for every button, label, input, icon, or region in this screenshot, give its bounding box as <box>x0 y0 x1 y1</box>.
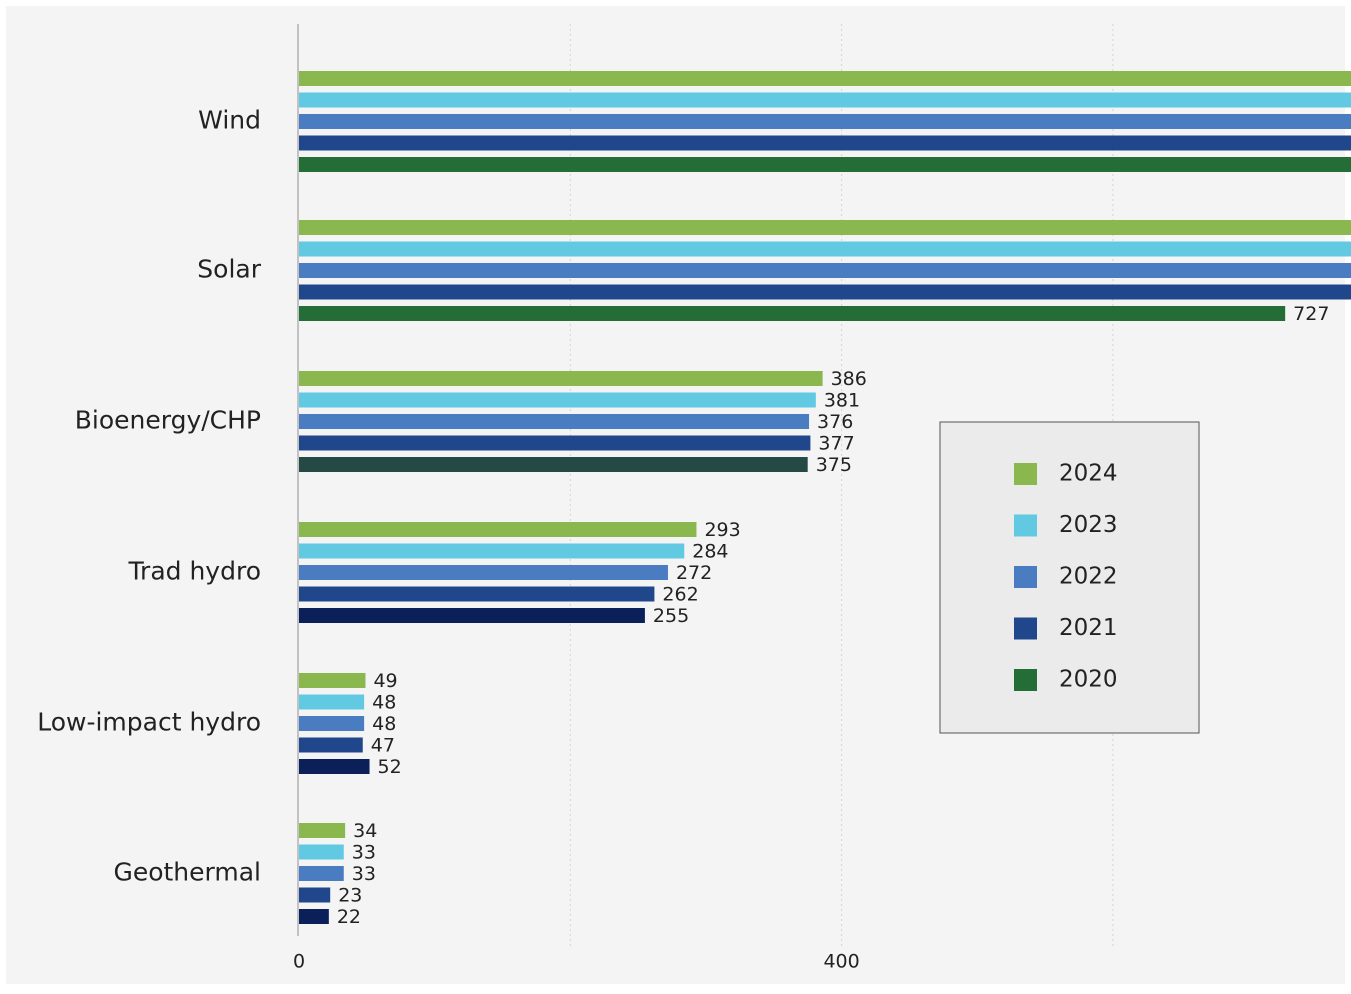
value-label: 376 <box>817 411 853 433</box>
bar-trad-hydro-2021 <box>299 586 655 602</box>
bars <box>299 71 1351 924</box>
x-tick-label: 0 <box>293 951 305 973</box>
value-label: 255 <box>653 605 689 627</box>
legend-label: 2024 <box>1059 461 1118 487</box>
legend-label: 2023 <box>1059 512 1118 538</box>
bar-trad-hydro-2022 <box>299 565 668 580</box>
bar-trad-hydro-2024 <box>299 522 697 537</box>
bar-low-impact-hydro-2024 <box>299 673 366 688</box>
bar-trad-hydro-2023 <box>299 543 685 559</box>
category-label: Geothermal <box>113 858 261 887</box>
bar-solar-2020 <box>299 306 1286 321</box>
bar-wind-2023 <box>299 92 1351 108</box>
bar-geothermal-2024 <box>299 823 346 838</box>
bar-solar-2024 <box>299 220 1351 235</box>
bar-bioenergy-chp-2022 <box>299 414 810 429</box>
value-label: 52 <box>378 756 402 778</box>
bar-trad-hydro-2020 <box>299 608 645 623</box>
bar-bioenergy-chp-2020 <box>299 457 808 472</box>
value-labels: 1,3151,3431,3291,3141,3221,0629858687997… <box>337 303 1330 928</box>
category-label: Wind <box>198 106 261 135</box>
bar-geothermal-2020 <box>299 909 329 924</box>
legend: 2024 2023 2022 2021 2020 <box>939 421 1200 734</box>
bar-bioenergy-chp-2024 <box>299 371 823 386</box>
category-label: Low-impact hydro <box>37 708 261 737</box>
bar-wind-2022 <box>299 114 1351 129</box>
value-label: 381 <box>824 390 860 412</box>
legend-swatch-2020 <box>1014 669 1037 691</box>
bar-solar-2023 <box>299 241 1351 257</box>
legend-label: 2022 <box>1059 564 1118 590</box>
value-label: 272 <box>676 562 712 584</box>
value-label: 34 <box>353 820 377 842</box>
legend-box <box>939 421 1200 734</box>
value-label: 47 <box>371 735 395 757</box>
value-label: 48 <box>372 713 396 735</box>
value-label: 284 <box>692 541 728 563</box>
value-label: 33 <box>352 863 376 885</box>
value-label: 293 <box>704 519 740 541</box>
x-tick-labels: 04008001,200 <box>293 951 860 973</box>
category-labels: Wind Solar Bioenergy/CHP Trad hydro Low-impa… <box>37 106 261 887</box>
value-label: 262 <box>662 584 698 606</box>
category-label: Bioenergy/CHP <box>75 406 261 435</box>
legend-swatch-2021 <box>1014 617 1037 640</box>
bar-wind-2020 <box>299 157 1351 172</box>
bar-geothermal-2023 <box>299 844 344 860</box>
value-label: 375 <box>816 454 852 476</box>
value-label: 33 <box>352 842 376 864</box>
category-label: Solar <box>197 255 261 284</box>
bar-wind-2024 <box>299 71 1351 86</box>
bar-bioenergy-chp-2021 <box>299 435 811 451</box>
bar-bioenergy-chp-2023 <box>299 392 816 408</box>
bar-low-impact-hydro-2020 <box>299 759 370 774</box>
value-label: 377 <box>818 433 854 455</box>
legend-swatch-2023 <box>1014 514 1037 537</box>
bar-solar-2021 <box>299 284 1351 300</box>
legend-label: 2020 <box>1059 667 1118 693</box>
bar-low-impact-hydro-2022 <box>299 716 365 731</box>
legend-swatch-2022 <box>1014 566 1037 588</box>
value-label: 386 <box>831 368 867 390</box>
x-tick-label: 400 <box>823 951 859 973</box>
legend-swatch-2024 <box>1014 463 1037 485</box>
bar-low-impact-hydro-2021 <box>299 737 363 753</box>
bar-solar-2022 <box>299 263 1351 278</box>
value-label: 48 <box>372 692 396 714</box>
legend-label: 2021 <box>1059 615 1118 641</box>
category-label: Trad hydro <box>127 557 261 586</box>
value-label: 727 <box>1293 303 1329 325</box>
bar-low-impact-hydro-2023 <box>299 694 365 710</box>
value-label: 49 <box>373 670 397 692</box>
value-label: 22 <box>337 906 361 928</box>
bar-wind-2021 <box>299 135 1351 151</box>
bar-geothermal-2021 <box>299 887 331 903</box>
bar-geothermal-2022 <box>299 866 344 881</box>
value-label: 23 <box>338 885 362 907</box>
